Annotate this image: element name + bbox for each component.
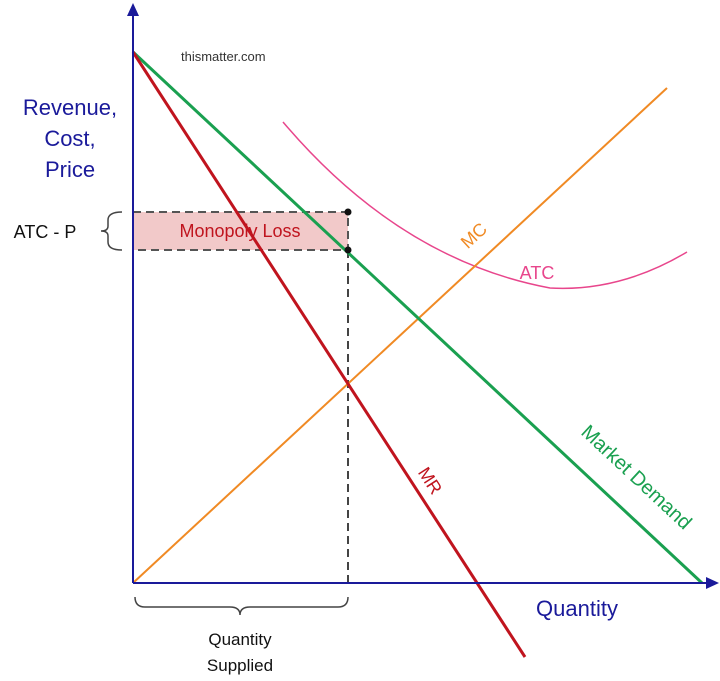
x-axis-arrow-icon (706, 577, 719, 589)
y-axis-arrow-icon (127, 3, 139, 16)
demand-line (131, 50, 704, 585)
mr-line (131, 51, 527, 658)
y-axis-label-line-1: Revenue, (23, 95, 117, 120)
bottom-brace-icon (134, 596, 349, 616)
monopoly-loss-label: Monopoly Loss (179, 221, 300, 241)
y-axis-label-line-2: Cost, (44, 126, 95, 151)
quantity-supplied-label-2: Supplied (207, 656, 273, 675)
left-brace-icon (100, 211, 123, 251)
market-demand-label: Market Demand (577, 421, 696, 534)
mc-label: MC (457, 219, 491, 253)
atc-point (344, 208, 352, 216)
quantity-supplied-label-1: Quantity (208, 630, 272, 649)
x-axis-label: Quantity (536, 596, 618, 621)
price-point (344, 246, 352, 254)
y-axis-label-line-3: Price (45, 157, 95, 182)
atc-minus-p-label: ATC - P (14, 222, 77, 242)
atc-label: ATC (520, 263, 555, 283)
atc-curve (282, 121, 688, 290)
mc-line (132, 87, 668, 584)
watermark: thismatter.com (181, 49, 266, 64)
